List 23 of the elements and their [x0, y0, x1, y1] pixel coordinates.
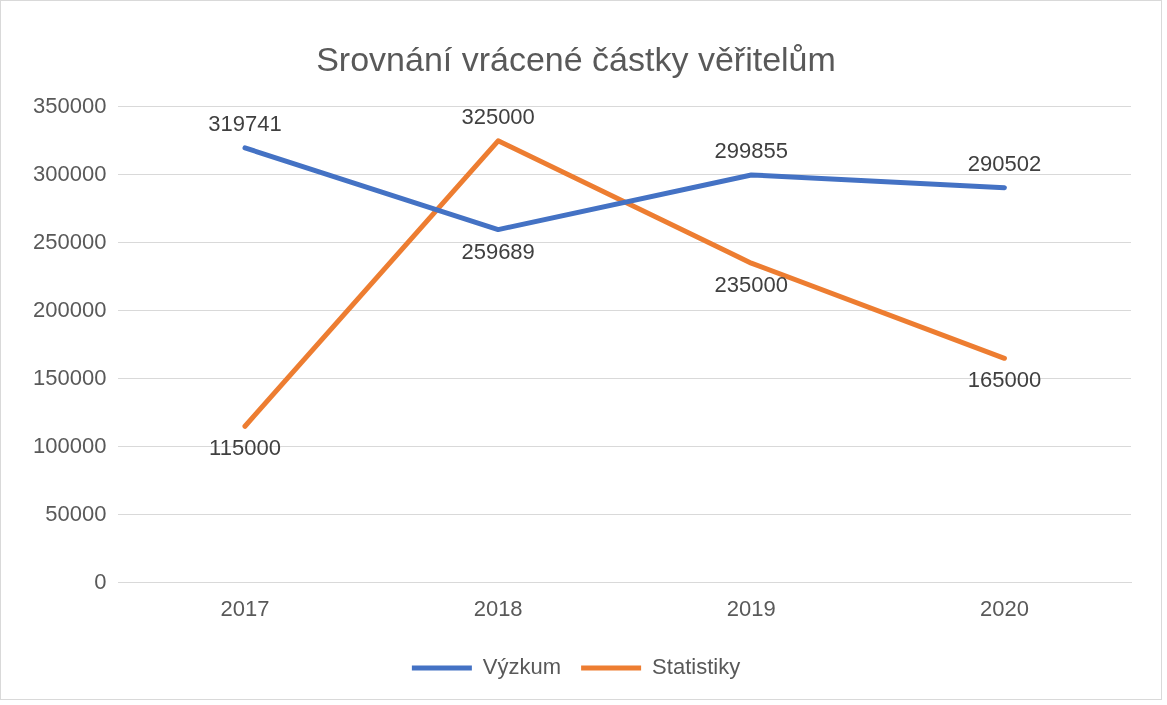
- legend-label: Výzkum: [482, 654, 562, 680]
- data-label: 259689: [461, 238, 535, 264]
- data-label: 165000: [967, 367, 1042, 393]
- y-tick-label: 100000: [32, 432, 107, 458]
- chart-title: Srovnání vrácené částky věřitelům: [316, 39, 836, 78]
- y-tick-label: 50000: [45, 500, 107, 526]
- data-label: 290502: [967, 150, 1042, 176]
- data-label: 325000: [461, 103, 535, 129]
- y-tick-label: 150000: [32, 364, 107, 390]
- y-tick-label: 0: [94, 568, 107, 594]
- y-tick-label: 350000: [32, 92, 107, 118]
- x-tick-label: 2020: [979, 595, 1029, 621]
- x-tick-label: 2019: [726, 595, 776, 621]
- data-label: 319741: [208, 111, 282, 136]
- y-tick-label: 200000: [32, 296, 107, 322]
- x-tick-label: 2018: [473, 595, 523, 621]
- legend-label: Statistiky: [652, 654, 741, 680]
- data-label: 115000: [209, 435, 281, 461]
- data-label: 299855: [714, 138, 788, 164]
- y-tick-label: 300000: [32, 160, 107, 186]
- y-tick-label: 250000: [32, 228, 107, 254]
- x-tick-label: 2017: [220, 595, 270, 621]
- data-label: 235000: [714, 272, 788, 298]
